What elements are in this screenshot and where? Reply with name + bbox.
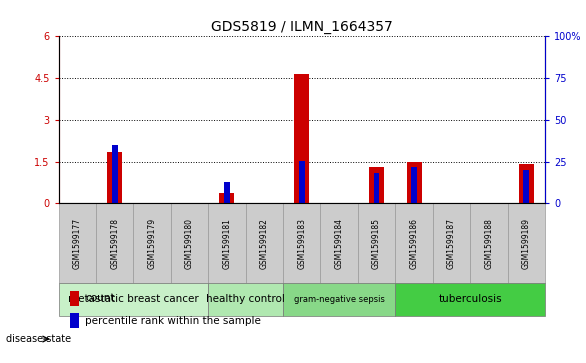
Bar xyxy=(96,203,134,283)
Text: GSM1599187: GSM1599187 xyxy=(447,218,456,269)
Text: GSM1599180: GSM1599180 xyxy=(185,218,194,269)
Bar xyxy=(208,203,246,283)
Bar xyxy=(396,283,545,316)
Text: healthy control: healthy control xyxy=(206,294,285,305)
Text: GSM1599185: GSM1599185 xyxy=(372,218,381,269)
Bar xyxy=(411,167,417,203)
Text: GSM1599179: GSM1599179 xyxy=(148,218,156,269)
Bar xyxy=(299,161,305,203)
Bar xyxy=(134,203,171,283)
Bar xyxy=(208,283,283,316)
Bar xyxy=(107,152,122,203)
Bar xyxy=(112,145,118,203)
Bar xyxy=(358,203,396,283)
Text: GSM1599183: GSM1599183 xyxy=(297,218,306,269)
Text: tuberculosis: tuberculosis xyxy=(438,294,502,305)
Bar xyxy=(523,170,529,203)
Bar xyxy=(59,203,96,283)
Bar xyxy=(470,203,507,283)
Bar xyxy=(283,203,321,283)
Bar xyxy=(246,203,283,283)
Bar xyxy=(70,291,79,306)
Bar xyxy=(171,203,208,283)
Bar xyxy=(369,167,384,203)
Text: percentile rank within the sample: percentile rank within the sample xyxy=(85,316,261,326)
Text: GSM1599181: GSM1599181 xyxy=(223,218,231,269)
Bar xyxy=(59,283,208,316)
Text: GSM1599186: GSM1599186 xyxy=(410,218,418,269)
Bar xyxy=(507,203,545,283)
Text: GSM1599184: GSM1599184 xyxy=(335,218,344,269)
Text: GSM1599182: GSM1599182 xyxy=(260,218,269,269)
Bar xyxy=(396,203,432,283)
Bar xyxy=(224,182,230,203)
Text: count: count xyxy=(85,293,114,303)
Bar xyxy=(374,173,379,203)
Text: disease state: disease state xyxy=(6,334,71,344)
Bar xyxy=(70,314,79,328)
Bar xyxy=(283,283,396,316)
Title: GDS5819 / ILMN_1664357: GDS5819 / ILMN_1664357 xyxy=(211,20,393,34)
Bar xyxy=(519,164,534,203)
Text: GSM1599177: GSM1599177 xyxy=(73,218,82,269)
Text: metastatic breast cancer: metastatic breast cancer xyxy=(68,294,199,305)
Bar xyxy=(432,203,470,283)
Bar xyxy=(321,203,358,283)
Text: GSM1599189: GSM1599189 xyxy=(522,218,531,269)
Bar xyxy=(407,162,421,203)
Bar xyxy=(220,193,234,203)
Text: gram-negative sepsis: gram-negative sepsis xyxy=(294,295,384,304)
Text: GSM1599188: GSM1599188 xyxy=(485,218,493,269)
Text: GSM1599178: GSM1599178 xyxy=(110,218,119,269)
Bar xyxy=(294,74,309,203)
